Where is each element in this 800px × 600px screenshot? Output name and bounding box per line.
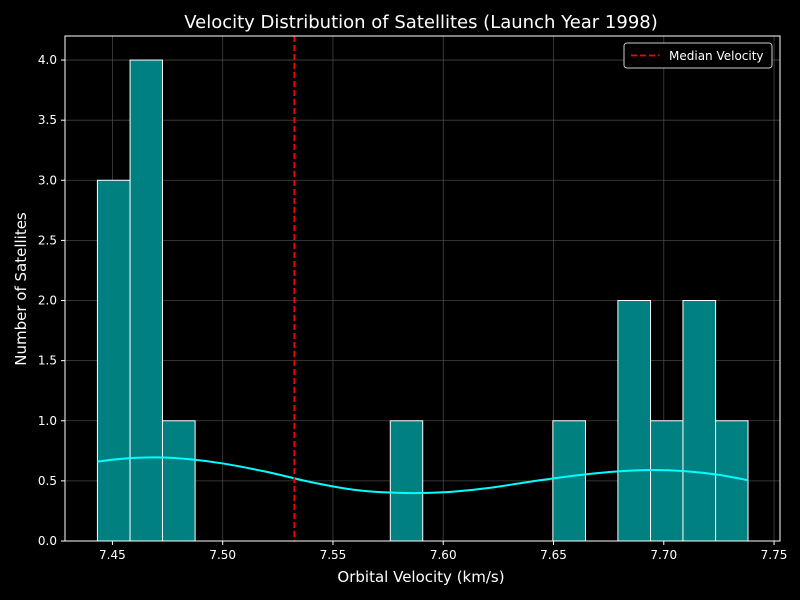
- histogram-bar: [161, 420, 196, 542]
- x-tick-label: 7.70: [650, 548, 677, 562]
- histogram-bar: [715, 420, 749, 542]
- x-tick-label: 7.65: [540, 548, 567, 562]
- y-tick-label: 3.5: [38, 113, 57, 127]
- histogram-bars: [96, 59, 749, 542]
- kde-curve-group: [97, 456, 749, 495]
- y-tick-label: 2.5: [38, 233, 57, 247]
- y-tick-label: 1.0: [38, 414, 57, 428]
- histogram-bar: [129, 59, 163, 542]
- y-tick-label: 3.0: [38, 173, 57, 187]
- histogram-bar: [617, 300, 652, 542]
- y-tick-label: 0.0: [38, 534, 57, 548]
- x-tick-label: 7.45: [99, 548, 126, 562]
- x-tick-label: 7.60: [430, 548, 457, 562]
- histogram-bar: [650, 420, 684, 542]
- y-tick-label: 2.0: [38, 294, 57, 308]
- legend-median-label: Median Velocity: [669, 49, 764, 63]
- x-axis-ticks: 7.45 7.50 7.55 7.60 7.65 7.70 7.75: [99, 541, 787, 562]
- y-tick-label: 4.0: [38, 53, 57, 67]
- y-axis-ticks: 0.0 0.5 1.0 1.5 2.0 2.5 3.0 3.5 4.0: [38, 53, 65, 548]
- y-tick-label: 1.5: [38, 354, 57, 368]
- histogram-bar: [389, 420, 424, 542]
- kde-curve: [97, 456, 749, 495]
- histogram-bar: [552, 420, 586, 542]
- histogram-bar: [682, 300, 717, 542]
- plot-frame: [64, 35, 781, 542]
- histogram-bar: [96, 179, 131, 542]
- legend-box: [623, 42, 773, 69]
- y-tick-label: 0.5: [38, 474, 57, 488]
- axes-frame: [64, 35, 781, 542]
- y-axis-label: Number of Satellites: [12, 212, 30, 366]
- x-tick-label: 7.50: [209, 548, 236, 562]
- x-tick-label: 7.75: [761, 548, 788, 562]
- legend: Median Velocity: [623, 42, 773, 69]
- chart-title: Velocity Distribution of Satellites (Lau…: [184, 12, 658, 33]
- x-tick-label: 7.55: [320, 548, 347, 562]
- x-axis-label: Orbital Velocity (km/s): [337, 568, 504, 586]
